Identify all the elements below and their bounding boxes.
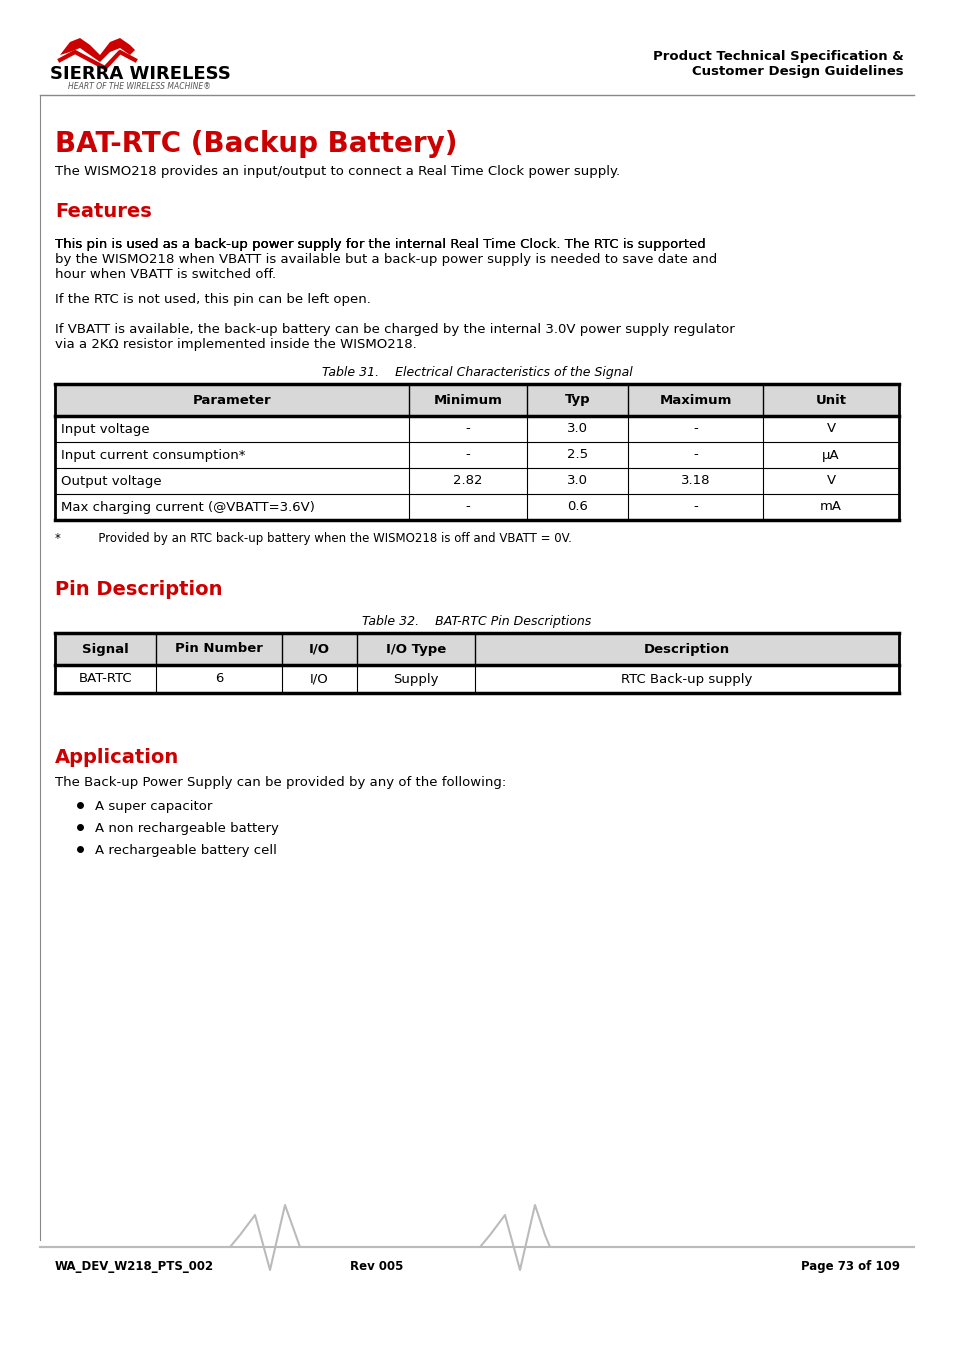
Bar	[55, 666, 898, 693]
Text: V: V	[825, 423, 835, 436]
Bar	[55, 468, 898, 494]
Text: Pin Description: Pin Description	[55, 580, 222, 599]
Text: Parameter: Parameter	[193, 393, 271, 406]
Text: -: -	[693, 501, 698, 513]
Text: The Back-up Power Supply can be provided by any of the following:: The Back-up Power Supply can be provided…	[55, 776, 506, 788]
Text: Signal: Signal	[82, 643, 129, 656]
Text: I/O: I/O	[309, 643, 330, 656]
Text: If the RTC is not used, this pin can be left open.: If the RTC is not used, this pin can be …	[55, 293, 371, 306]
Bar	[55, 494, 898, 520]
Text: Unit: Unit	[815, 393, 845, 406]
Text: WA_DEV_W218_PTS_002: WA_DEV_W218_PTS_002	[55, 1260, 213, 1273]
Text: Page 73 of 109: Page 73 of 109	[801, 1260, 899, 1273]
Text: Customer Design Guidelines: Customer Design Guidelines	[692, 65, 903, 78]
Text: A rechargeable battery cell: A rechargeable battery cell	[95, 844, 276, 857]
Text: Maximum: Maximum	[659, 393, 731, 406]
Text: 6: 6	[214, 672, 223, 686]
Text: I/O: I/O	[310, 672, 329, 686]
Text: Application: Application	[55, 748, 179, 767]
Text: Rev 005: Rev 005	[350, 1260, 403, 1273]
Text: via a 2KΩ resistor implemented inside the WISMO218.: via a 2KΩ resistor implemented inside th…	[55, 338, 416, 351]
Text: Max charging current (@VBATT=3.6V): Max charging current (@VBATT=3.6V)	[61, 501, 314, 513]
Text: Minimum: Minimum	[433, 393, 502, 406]
Text: Output voltage: Output voltage	[61, 474, 161, 487]
Bar	[55, 633, 898, 666]
Text: Typ: Typ	[564, 393, 590, 406]
Text: by the WISMO218 when VBATT is available but a back-up power supply is needed to : by the WISMO218 when VBATT is available …	[55, 252, 717, 266]
Text: Product Technical Specification &: Product Technical Specification &	[653, 50, 903, 63]
Text: 0.6: 0.6	[566, 501, 587, 513]
Text: 2.82: 2.82	[453, 474, 482, 487]
Text: -: -	[693, 423, 698, 436]
Text: Description: Description	[643, 643, 729, 656]
Text: A non rechargeable battery: A non rechargeable battery	[95, 822, 278, 836]
Text: The WISMO218 provides an input/output to connect a Real Time Clock power supply.: The WISMO218 provides an input/output to…	[55, 165, 619, 178]
Text: 3.0: 3.0	[566, 474, 587, 487]
Text: If VBATT is available, the back-up battery can be charged by the internal 3.0V p: If VBATT is available, the back-up batte…	[55, 323, 734, 336]
Text: Input current consumption*: Input current consumption*	[61, 448, 245, 462]
Text: Supply: Supply	[393, 672, 438, 686]
Text: I/O Type: I/O Type	[385, 643, 446, 656]
Text: -: -	[465, 448, 470, 462]
Text: RTC Back-up supply: RTC Back-up supply	[620, 672, 752, 686]
Text: A super capacitor: A super capacitor	[95, 801, 213, 813]
Text: hour when VBATT is switched off.: hour when VBATT is switched off.	[55, 269, 275, 281]
Text: BAT-RTC: BAT-RTC	[78, 672, 132, 686]
Text: -: -	[693, 448, 698, 462]
Text: Table 32.    BAT-RTC Pin Descriptions: Table 32. BAT-RTC Pin Descriptions	[362, 616, 591, 628]
Text: This pin is used as a back-up power supply for the internal: This pin is used as a back-up power supp…	[55, 238, 450, 251]
Bar	[55, 416, 898, 441]
Text: This pin is used as a back-up power supply for the internal Real Time Clock. The: This pin is used as a back-up power supp…	[55, 238, 705, 251]
Text: HEART OF THE WIRELESS MACHINE®: HEART OF THE WIRELESS MACHINE®	[68, 82, 211, 90]
Text: *          Provided by an RTC back-up battery when the WISMO218 is off and VBATT: * Provided by an RTC back-up battery whe…	[55, 532, 571, 545]
PathPatch shape	[60, 38, 135, 62]
Bar	[55, 441, 898, 468]
Text: μA: μA	[821, 448, 839, 462]
Text: SIERRA WIRELESS: SIERRA WIRELESS	[50, 65, 231, 82]
Text: 3.0: 3.0	[566, 423, 587, 436]
Bar	[55, 383, 898, 416]
Text: Input voltage: Input voltage	[61, 423, 150, 436]
Text: 3.18: 3.18	[680, 474, 709, 487]
Text: V: V	[825, 474, 835, 487]
Text: This pin is used as a back-up power supply for the internal Real Time Clock. The: This pin is used as a back-up power supp…	[55, 238, 705, 251]
Text: Pin Number: Pin Number	[175, 643, 263, 656]
Text: BAT-RTC (Backup Battery): BAT-RTC (Backup Battery)	[55, 130, 457, 158]
Text: Table 31.    Electrical Characteristics of the Signal: Table 31. Electrical Characteristics of …	[321, 366, 632, 379]
Text: 2.5: 2.5	[566, 448, 587, 462]
Text: -: -	[465, 501, 470, 513]
Text: Features: Features	[55, 202, 152, 221]
Text: mA: mA	[820, 501, 841, 513]
Text: -: -	[465, 423, 470, 436]
